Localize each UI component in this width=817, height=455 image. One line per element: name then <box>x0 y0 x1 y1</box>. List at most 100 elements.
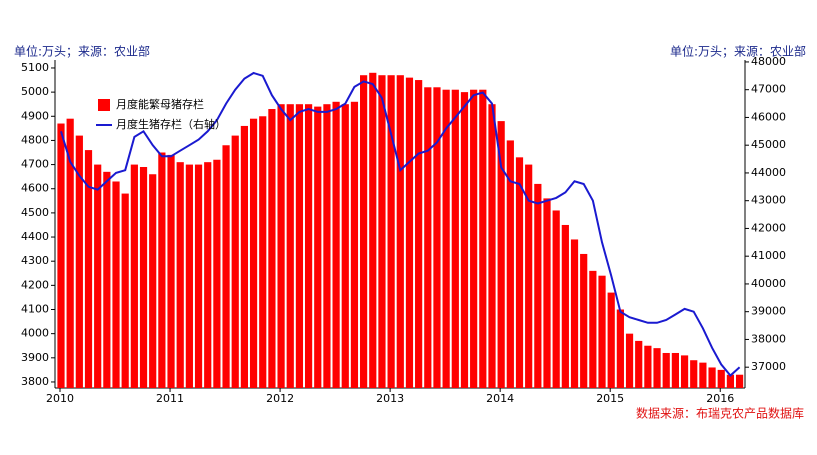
bar <box>534 183 542 388</box>
x-tick-label: 2016 <box>706 392 734 405</box>
y-tick-label: 4900 <box>21 109 49 122</box>
x-tick-label: 2014 <box>486 392 514 405</box>
bar <box>543 198 551 388</box>
bar <box>277 104 285 389</box>
x-tick-label: 2013 <box>376 392 404 405</box>
y-tick-label: 4100 <box>21 303 49 316</box>
y-tick-label: 4800 <box>21 133 49 146</box>
y-axis-label: 单位:万头；来源：农业部 <box>14 44 150 59</box>
bar <box>497 121 505 388</box>
y2-tick-label: 39000 <box>751 305 786 318</box>
bar <box>653 348 661 388</box>
bar <box>433 87 441 388</box>
x-tick-label: 2015 <box>596 392 624 405</box>
y2-tick-label: 46000 <box>751 110 786 123</box>
bar <box>506 140 514 388</box>
bar <box>341 104 349 389</box>
bar <box>635 340 643 388</box>
bar <box>249 118 258 388</box>
bar <box>405 77 414 389</box>
bar <box>525 164 533 388</box>
y-tick-label: 3800 <box>21 375 49 388</box>
source-note: 数据来源：布瑞克农产品数据库 <box>636 406 804 421</box>
bar <box>176 162 184 388</box>
bar <box>442 89 450 388</box>
bar <box>259 116 267 388</box>
bar <box>295 104 304 389</box>
bar <box>616 309 624 388</box>
legend-label: 月度能繁母猪存栏 <box>116 97 204 111</box>
bar <box>130 164 138 388</box>
bar <box>112 181 120 388</box>
y-tick-label: 4500 <box>21 206 49 219</box>
y2-tick-label: 47000 <box>751 83 786 96</box>
y2-tick-label: 48000 <box>751 55 786 68</box>
x-tick-label: 2012 <box>266 392 294 405</box>
bar <box>690 360 698 388</box>
y2-tick-label: 42000 <box>751 221 786 234</box>
bar <box>735 374 744 388</box>
y-tick-label: 3900 <box>21 351 49 364</box>
bar <box>424 87 432 388</box>
y-tick-label: 4700 <box>21 158 49 171</box>
y-tick-label: 4400 <box>21 230 49 243</box>
legend-label: 月度生猪存栏（右轴） <box>116 117 226 131</box>
bar <box>552 210 560 388</box>
bar <box>387 75 395 388</box>
bar <box>158 152 166 388</box>
bar <box>204 162 212 388</box>
y-tick-label: 4200 <box>21 278 49 291</box>
bar <box>717 369 725 388</box>
bar <box>350 101 359 389</box>
bar <box>222 145 230 388</box>
y-tick-label: 5100 <box>21 61 49 74</box>
bar <box>644 345 652 388</box>
line <box>60 71 741 377</box>
bar <box>699 362 707 388</box>
y2-tick-label: 43000 <box>751 194 786 207</box>
bar <box>570 239 579 388</box>
bar <box>607 292 615 388</box>
bar <box>671 352 679 388</box>
bar <box>662 352 670 388</box>
bar <box>149 174 157 388</box>
bar <box>625 333 634 388</box>
bar <box>213 159 221 388</box>
bar <box>66 118 74 388</box>
bar <box>580 253 588 388</box>
y2-tick-label: 41000 <box>751 249 786 262</box>
bar <box>84 150 93 388</box>
y2-tick-label: 40000 <box>751 277 786 290</box>
bar <box>415 80 423 389</box>
y-tick-label: 4300 <box>21 254 49 267</box>
bar <box>185 164 193 388</box>
bar <box>94 164 102 388</box>
y-tick-label: 5000 <box>21 85 49 98</box>
bar <box>286 104 294 389</box>
y2-axis-label: 单位:万头；来源：农业部 <box>670 44 806 59</box>
bar <box>488 104 496 389</box>
bar <box>515 157 524 388</box>
bar <box>304 104 313 389</box>
y2-tick-label: 45000 <box>751 138 786 151</box>
bar <box>561 224 569 388</box>
bar <box>240 125 248 388</box>
bar <box>57 123 65 388</box>
bar <box>470 89 478 388</box>
legend-swatch <box>98 99 110 111</box>
bar <box>194 164 203 388</box>
bar <box>167 154 175 388</box>
bar <box>479 89 487 388</box>
bar <box>139 166 148 388</box>
bar <box>396 75 404 388</box>
bar <box>314 106 322 389</box>
y-tick-label: 4000 <box>21 327 49 340</box>
bar <box>268 109 276 388</box>
bar <box>680 355 689 388</box>
bar <box>451 89 459 388</box>
bar <box>598 275 606 388</box>
bar <box>369 72 377 388</box>
bar <box>121 193 129 388</box>
y2-tick-label: 44000 <box>751 166 786 179</box>
x-tick-label: 2011 <box>156 392 184 405</box>
